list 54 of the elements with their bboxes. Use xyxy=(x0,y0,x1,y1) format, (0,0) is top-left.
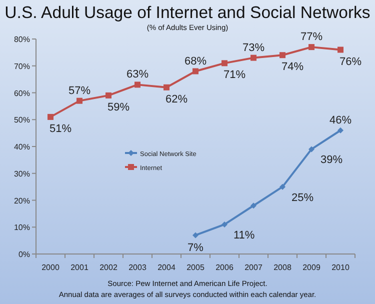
x-tick-label: 2004 xyxy=(158,263,176,272)
point xyxy=(134,82,140,88)
point xyxy=(338,127,344,134)
point xyxy=(338,46,344,53)
y-tick-label: 10% xyxy=(14,223,30,232)
point xyxy=(192,232,198,238)
data-label: 71% xyxy=(223,69,246,82)
point xyxy=(280,52,286,58)
chart-title: U.S. Adult Usage of Internet and Social Networks xyxy=(4,3,370,22)
data-label: 11% xyxy=(234,229,255,242)
data-label: 39% xyxy=(320,154,343,166)
y-tick-label: 20% xyxy=(14,196,30,206)
point xyxy=(308,146,314,152)
y-tick-label: 70% xyxy=(14,62,30,71)
data-label: 68% xyxy=(184,55,207,68)
x-tick-label: 2007 xyxy=(244,263,263,272)
y-tick-label: 30% xyxy=(14,169,30,178)
x-tick-label: 2000 xyxy=(42,263,60,272)
data-label: 73% xyxy=(242,42,265,54)
point xyxy=(48,114,54,120)
x-tick-label: 2001 xyxy=(70,263,89,272)
x-tick-label: 2010 xyxy=(332,263,350,272)
point xyxy=(280,184,286,190)
x-tick-label: 2008 xyxy=(274,263,292,272)
x-tick-label: 2006 xyxy=(216,263,234,272)
point xyxy=(250,202,256,209)
data-label: 51% xyxy=(49,122,72,135)
data-label: 77% xyxy=(300,31,323,44)
y-tick-label: 50% xyxy=(14,116,30,125)
x-tick-label: 2002 xyxy=(100,263,118,272)
point xyxy=(164,84,170,90)
data-label: 57% xyxy=(68,84,91,97)
point xyxy=(192,68,198,74)
point xyxy=(106,92,112,98)
data-label: 63% xyxy=(126,68,149,81)
data-label: 59% xyxy=(107,101,130,114)
x-tick-label: 2005 xyxy=(186,263,205,272)
x-tick-label: 2003 xyxy=(128,263,147,272)
data-label: 76% xyxy=(339,56,362,68)
point xyxy=(76,98,82,104)
point xyxy=(250,54,256,61)
point xyxy=(222,221,228,228)
data-label: 25% xyxy=(292,192,314,204)
point xyxy=(308,44,314,50)
y-tick-label: 60% xyxy=(14,88,30,98)
y-tick-label: 0% xyxy=(18,250,30,259)
point xyxy=(222,60,228,66)
y-tick-label: 40% xyxy=(14,142,30,152)
data-label: 46% xyxy=(329,114,352,126)
data-label: 7% xyxy=(188,242,204,254)
y-tick-label: 80% xyxy=(14,35,30,44)
data-label: 62% xyxy=(165,93,188,106)
x-tick-label: 2009 xyxy=(302,263,321,272)
data-label: 74% xyxy=(281,61,304,74)
